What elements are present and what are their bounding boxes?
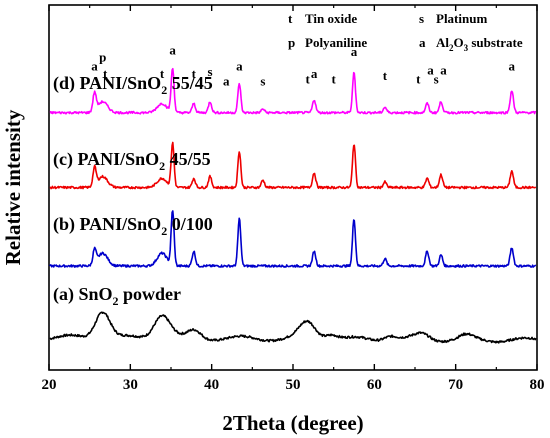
series-layer (49, 67, 537, 344)
x-tick-label: 30 (123, 377, 138, 393)
x-tick-label: 20 (42, 377, 57, 393)
legend-symbol: t (288, 11, 293, 26)
series-line-b (49, 210, 537, 268)
legend-symbol: s (419, 11, 424, 26)
series-line-a (49, 311, 537, 344)
peak-label: t (103, 66, 108, 81)
series-labels: (a) SnO2 powder (b) PANI/SnO2 0/100 (c) PA… (53, 73, 213, 308)
peak-label: s (208, 64, 213, 79)
x-tick-label: 50 (286, 377, 301, 393)
legend-symbol: a (419, 35, 426, 50)
peak-label: a (236, 59, 243, 74)
peak-label: s (260, 73, 265, 88)
peak-label: a (427, 62, 434, 77)
peak-label: a (223, 73, 230, 88)
peak-label: a (91, 59, 98, 74)
peak-label: t (305, 71, 310, 86)
series-label-a: (a) SnO2 powder (53, 284, 181, 308)
peak-label: a (440, 62, 447, 77)
legend-text: Platinum (436, 11, 487, 26)
x-tick-label: 60 (367, 377, 382, 393)
peak-label: a (311, 66, 318, 81)
legend-text: Polyaniline (305, 35, 367, 50)
legend-symbol: p (288, 35, 295, 50)
series-label-c: (c) PANI/SnO2 45/55 (53, 149, 211, 173)
x-tick-label: 40 (204, 377, 219, 393)
x-axis-title: 2Theta (degree) (222, 411, 363, 435)
legend-text: Al2O3 substrate (436, 35, 523, 53)
x-tick-label: 80 (530, 377, 545, 393)
legend: t Tin oxide s Platinum p Polyaniline a Al2O3 su… (288, 11, 523, 53)
peak-label: t (192, 66, 197, 81)
peak-label: t (160, 66, 165, 81)
series-line-d (49, 67, 537, 115)
series-label-b: (b) PANI/SnO2 0/100 (53, 214, 213, 238)
y-axis-title: Relative intensity (1, 109, 25, 265)
peak-label: s (434, 71, 439, 86)
peak-label: a (169, 42, 176, 57)
peak-label: t (331, 71, 336, 86)
series-label-d: (d) PANI/SnO2 55/45 (53, 73, 213, 97)
x-tick-label: 70 (448, 377, 463, 393)
peak-label: p (99, 50, 106, 65)
series-line-c (49, 141, 537, 190)
x-ticks: 20 30 40 50 60 70 80 (42, 5, 545, 393)
peak-label: t (383, 68, 388, 83)
peak-label: t (416, 71, 421, 86)
peak-label: a (351, 44, 358, 59)
legend-text: Tin oxide (305, 11, 357, 26)
peak-label: a (509, 59, 516, 74)
